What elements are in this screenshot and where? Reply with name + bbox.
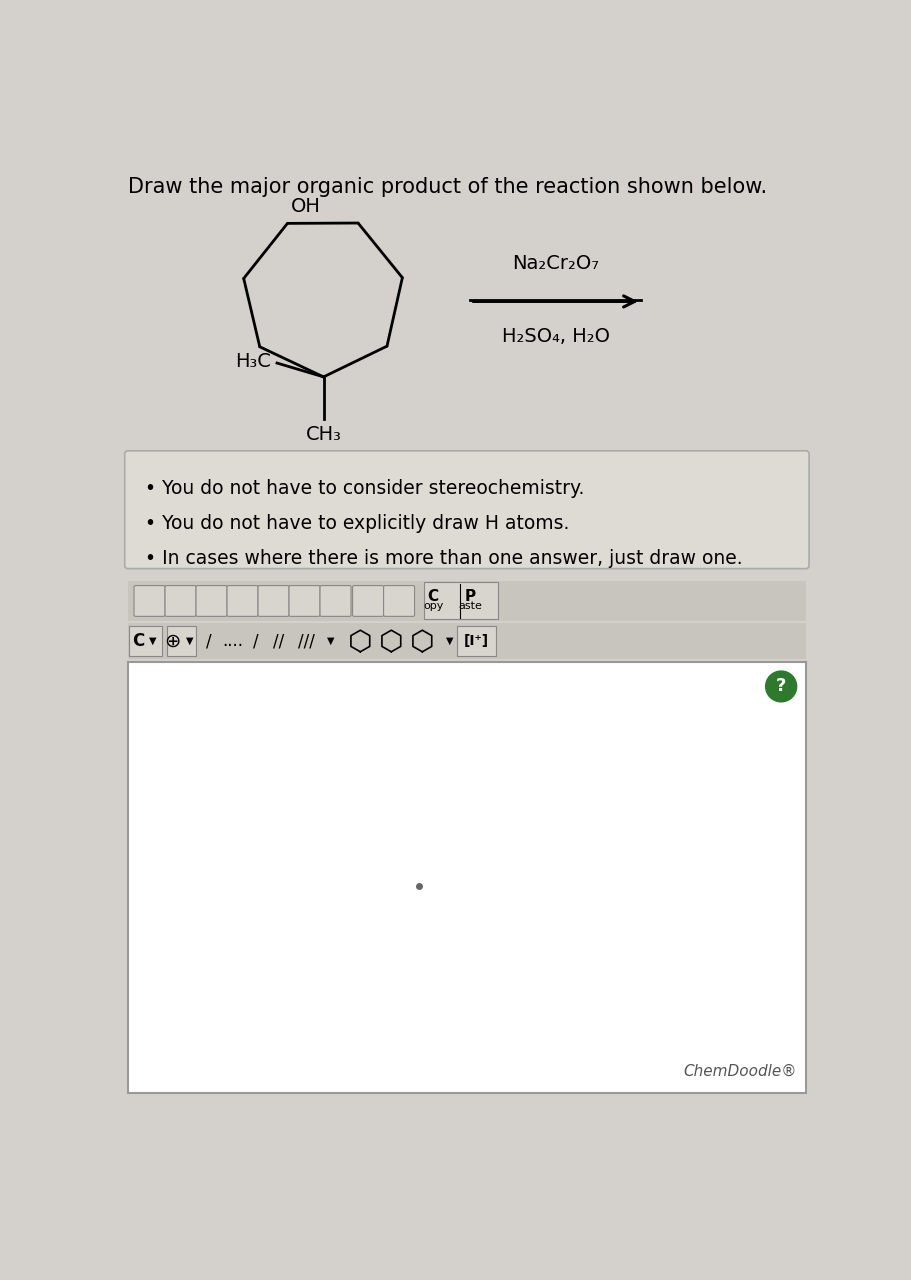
FancyBboxPatch shape: [125, 451, 809, 568]
Text: /: /: [207, 632, 212, 650]
Text: ▼: ▼: [327, 636, 334, 646]
Bar: [457, 626, 496, 655]
FancyBboxPatch shape: [353, 585, 384, 617]
Bar: [128, 662, 806, 1093]
Text: //: //: [273, 632, 284, 650]
Text: P: P: [465, 589, 476, 604]
Bar: [128, 623, 806, 659]
FancyBboxPatch shape: [134, 585, 165, 617]
Text: /: /: [253, 632, 259, 650]
Circle shape: [765, 671, 796, 701]
Text: • In cases where there is more than one answer, just draw one.: • In cases where there is more than one …: [145, 549, 742, 568]
FancyBboxPatch shape: [320, 585, 351, 617]
Text: Draw the major organic product of the reaction shown below.: Draw the major organic product of the re…: [128, 177, 767, 197]
Bar: [128, 581, 806, 621]
Text: H₂SO₄, H₂O: H₂SO₄, H₂O: [502, 326, 609, 346]
FancyBboxPatch shape: [196, 585, 227, 617]
Text: ....: ....: [222, 632, 243, 650]
Text: [I⁺]: [I⁺]: [464, 634, 489, 648]
Text: ///: ///: [298, 632, 314, 650]
Text: • You do not have to consider stereochemistry.: • You do not have to consider stereochem…: [145, 479, 584, 498]
FancyBboxPatch shape: [258, 585, 289, 617]
Text: H₃C: H₃C: [235, 352, 271, 371]
Text: ?: ?: [776, 677, 786, 695]
Text: • You do not have to explicitly draw H atoms.: • You do not have to explicitly draw H a…: [145, 515, 569, 532]
Text: ⊕: ⊕: [165, 631, 181, 650]
Text: opy: opy: [423, 602, 444, 611]
Text: ▼: ▼: [445, 636, 453, 646]
Text: aste: aste: [458, 602, 482, 611]
Text: C: C: [427, 589, 439, 604]
Text: ChemDoodle®: ChemDoodle®: [683, 1064, 796, 1079]
Bar: [424, 582, 497, 620]
Bar: [129, 626, 162, 655]
Text: OH: OH: [292, 197, 322, 216]
Text: C: C: [132, 632, 145, 650]
FancyBboxPatch shape: [384, 585, 415, 617]
Bar: [167, 626, 196, 655]
Text: Na₂Cr₂O₇: Na₂Cr₂O₇: [512, 253, 599, 273]
Text: CH₃: CH₃: [305, 425, 342, 444]
FancyBboxPatch shape: [227, 585, 258, 617]
FancyBboxPatch shape: [165, 585, 196, 617]
Text: ▼: ▼: [148, 636, 157, 646]
FancyBboxPatch shape: [289, 585, 320, 617]
Text: ▼: ▼: [186, 636, 193, 646]
